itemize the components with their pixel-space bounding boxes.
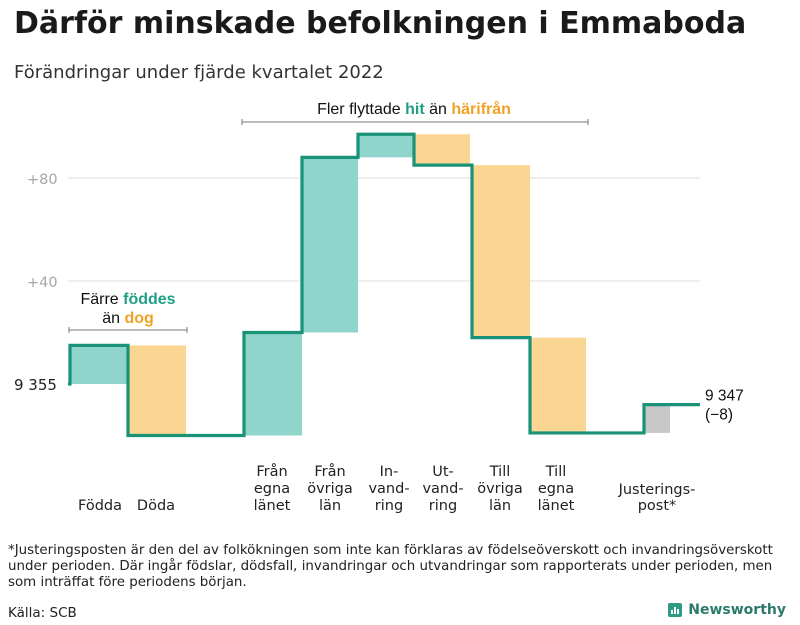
annotation-plain-text: än [102,310,124,327]
y-tick-label: +80 [27,172,58,188]
brand-name: Newsworthy [688,602,786,618]
chart-subtitle: Förändringar under fjärde kvartalet 2022 [14,62,384,83]
x-category-label: län [489,498,511,514]
chart-title: Därför minskade befolkningen i Emmaboda [14,6,747,41]
annotation-plain-text: än [425,101,452,118]
source-label: Källa: SCB [8,605,77,621]
x-category-label: övriga [307,481,353,497]
x-category-label: vand- [368,481,409,497]
x-category-label: Från [314,463,345,480]
x-category-label: ring [429,498,457,514]
x-category-label: vand- [422,481,463,497]
x-category-label: post* [638,498,677,514]
x-category-label: län [319,498,341,514]
x-category-label: egna [538,481,574,497]
x-category-label: Födda [78,498,122,514]
x-category-label: Justerings- [618,482,696,498]
bar-chart-icon [668,603,683,617]
x-category-label: Döda [137,498,175,514]
x-category-label: Från [256,463,287,480]
bar-invandring [358,134,414,158]
annotation-increase-text: hit [405,101,425,118]
bar-från-egna-länet [244,332,302,436]
y-tick-label: +40 [27,275,58,291]
annotation-increase-text: föddes [123,291,176,308]
x-category-label: övriga [477,481,523,497]
bar-till-egna-länet [530,337,586,433]
end-change-label: (−8) [705,407,733,424]
x-category-label: länet [254,498,291,514]
cumulative-step-line [68,132,700,438]
bar-till-övriga-län [472,165,530,338]
annotation-births-line-2: än dog [102,310,154,327]
bar-justeringspost [644,404,670,433]
bar-födda [70,345,128,384]
brand-logo[interactable]: Newsworthy [668,602,786,618]
x-category-label: länet [538,498,575,514]
annotation-births-line-1: Färre föddes [80,291,175,308]
x-category-label: egna [254,481,290,497]
annotation-migration-line-1: Fler flyttade hit än härifrån [317,100,511,118]
annotation-decrease-text: härifrån [451,100,511,118]
annotation-plain-text: Färre [80,291,123,308]
bar-utvandring [414,134,470,166]
end-value-label: 9 347 [705,388,744,405]
x-category-label: Ut- [432,464,454,480]
x-category-label: In- [380,464,399,480]
x-category-label: Till [489,464,511,480]
annotation-plain-text: Fler flyttade [317,101,405,118]
x-category-label: Till [545,464,567,480]
bar-från-övriga-län [302,157,358,333]
x-category-label: ring [375,498,403,514]
bar-döda [128,345,186,436]
footnote: *Justeringsposten är den del av folkökni… [8,543,773,590]
annotation-decrease-text: dog [124,310,153,327]
start-value-label: 9 355 [14,376,57,394]
